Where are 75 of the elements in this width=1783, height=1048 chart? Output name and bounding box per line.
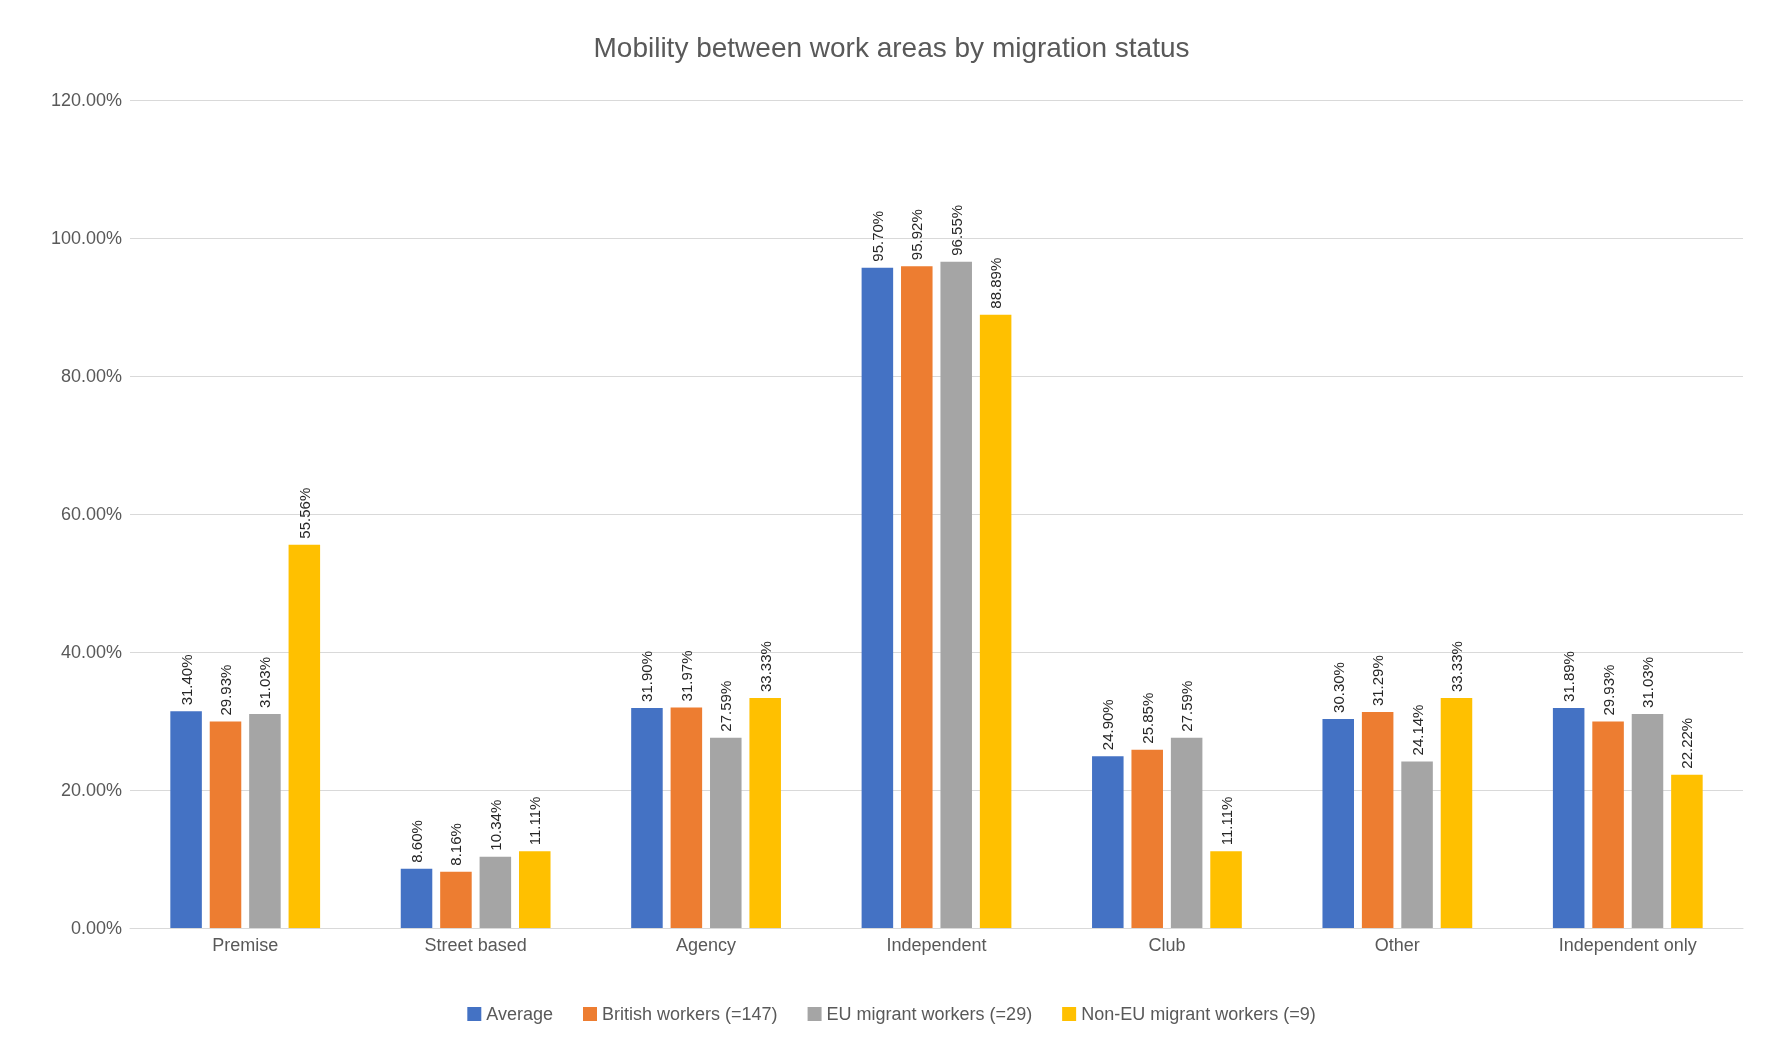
legend-label: Average [486,1004,554,1024]
data-label: 24.90% [1099,699,1117,751]
data-label: 31.03% [1638,657,1656,708]
bar [249,713,281,928]
data-label: 95.70% [868,210,886,262]
bar [1170,737,1203,928]
data-label: 8.60% [408,820,426,863]
data-label: 8.16% [447,823,465,866]
x-tick-label: Street based [424,935,527,955]
bar [1671,774,1703,928]
bar [400,868,433,928]
data-label: 33.33% [756,641,774,693]
bar [209,721,242,928]
x-tick-label: Club [1148,935,1186,955]
data-label: 31.03% [256,657,274,708]
bar [940,261,972,928]
data-label: 11.11% [526,796,544,846]
data-label: 29.93% [217,664,235,716]
x-tick-label: Independent [886,935,987,955]
x-tick-label: Premise [212,935,279,955]
y-tick-label: 0.00% [70,918,122,938]
legend-label: British workers (=147) [602,1004,778,1024]
data-label: 29.93% [1599,664,1617,716]
data-label: 31.40% [177,654,195,706]
bar [901,266,933,928]
data-label: 31.29% [1369,655,1387,707]
y-tick-label: 60.00% [60,504,122,524]
data-label: 96.55% [947,204,965,256]
data-label: 11.11% [1217,796,1235,846]
y-tick-label: 40.00% [60,642,122,662]
data-label: 55.56% [295,487,313,539]
data-label: 10.34% [486,799,504,851]
bar [861,267,894,928]
data-label: 25.85% [1138,692,1156,744]
chart-title: Mobility between work areas by migration status [593,31,1190,63]
data-label: 22.22% [1678,717,1696,769]
bar [1631,713,1664,928]
x-tick-label: Agency [676,935,737,955]
data-label: 31.97% [677,650,695,702]
bar [1440,698,1473,928]
legend-label: Non-EU migrant workers (=9) [1081,1004,1316,1024]
data-label: 30.30% [1329,662,1347,713]
bar [1552,707,1585,928]
x-tick-label: Independent only [1558,935,1697,955]
data-label: 88.89% [987,257,1005,309]
bar [1322,718,1354,928]
data-label: 24.14% [1408,704,1426,756]
bar [979,314,1012,928]
bar [440,871,472,928]
data-label: 31.89% [1560,651,1578,702]
y-tick-label: 120.00% [50,90,122,110]
x-tick-label: Other [1374,935,1420,955]
legend-label: EU migrant workers (=29) [826,1004,1033,1024]
bar [749,698,781,928]
bar [170,711,202,928]
bar [1131,749,1163,928]
y-tick-label: 80.00% [60,366,122,386]
bar [519,851,551,928]
y-tick-label: 20.00% [60,780,122,800]
bar [670,707,703,928]
data-label: 95.92% [908,209,926,261]
bar [710,737,742,928]
data-label: 27.59% [717,680,735,732]
data-label: 27.59% [1178,680,1196,732]
bar [1361,712,1394,928]
bar [288,544,321,928]
bar [1092,756,1124,928]
bar [1401,761,1433,928]
data-label: 31.90% [638,651,656,702]
bar [1592,721,1624,928]
y-tick-label: 100.00% [50,228,122,248]
bar [631,707,663,928]
bar [479,856,512,928]
data-label: 33.33% [1447,641,1465,693]
bar [1210,851,1242,928]
